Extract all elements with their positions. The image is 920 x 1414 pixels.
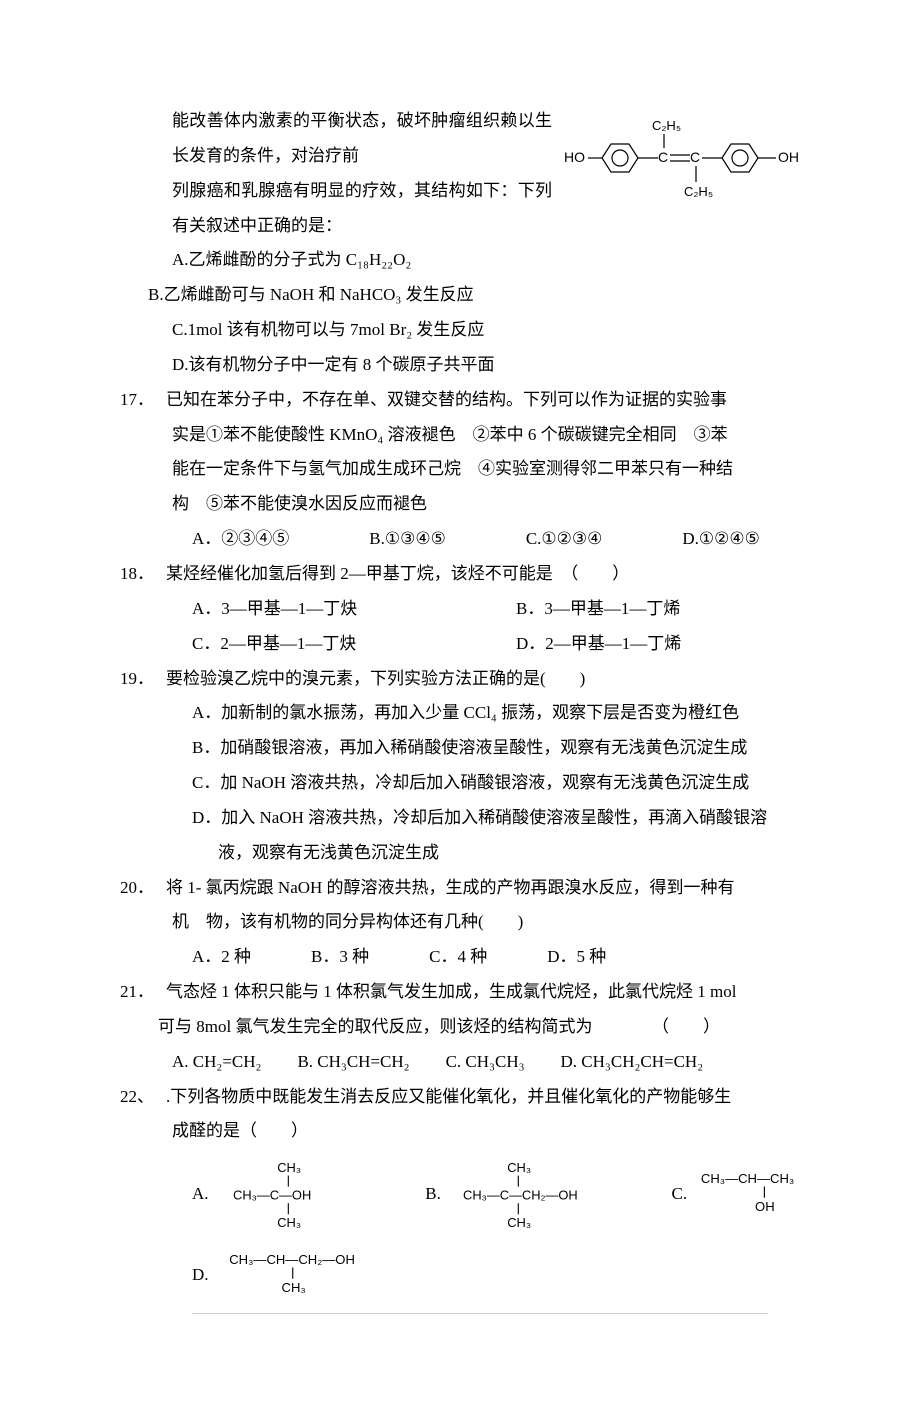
q-text: 将 1- 氯丙烷跟 NaOH 的醇溶液共热，生成的产物再跟溴水反应，得到一种有	[166, 871, 840, 906]
q-text: 气态烃 1 体积只能与 1 体积氯气发生加成，生成氯代烷烃，此氯代烷烃 1 mo…	[166, 975, 840, 1010]
q-text: 构 ⑤苯不能使溴水因反应而褪色	[120, 487, 840, 522]
q-number: 19．	[120, 662, 166, 697]
q22-options-row2: D. CH₃—CH—CH₂—OH CH₃	[120, 1247, 840, 1303]
svg-text:CH₃—CH—CH₃: CH₃—CH—CH₃	[701, 1171, 794, 1186]
svg-text:HO: HO	[564, 149, 585, 165]
q21-options: A. CH₂=CH₂ B. CH₃CH=CH₂ C. CH₃CH₃ D. CH₃…	[120, 1045, 840, 1080]
svg-text:C: C	[658, 149, 668, 165]
option-letter: A.	[192, 1177, 214, 1212]
option-b: B．3 种	[311, 940, 369, 975]
q20-options: A．2 种 B．3 种 C．4 种 D．5 种	[120, 940, 840, 975]
q22a-structure: CH₃ CH₃—C—OH CH₃	[222, 1159, 362, 1229]
option-b: B．加硝酸银溶液，再加入稀硝酸使溶液呈酸性，观察有无浅黄色沉淀生成	[120, 731, 840, 766]
q-number: 17．	[120, 383, 166, 418]
q22: 22、 .下列各物质中既能发生消去反应又能催化氧化，并且催化氧化的产物能够生	[120, 1080, 840, 1115]
option-c: C．加 NaOH 溶液共热，冷却后加入硝酸银溶液，观察有无浅黄色沉淀生成	[120, 766, 840, 801]
option-d-cont: 液，观察有无浅黄色沉淀生成	[120, 836, 840, 871]
footer-rule	[192, 1313, 768, 1314]
option-c: C. CH₃CH₃	[446, 1045, 525, 1080]
q18: 18． 某烃经催化加氢后得到 2—甲基丁烷，该烃不可能是 （ ）	[120, 557, 840, 592]
svg-text:CH₃—C—OH: CH₃—C—OH	[233, 1188, 311, 1203]
svg-text:CH₃—CH—CH₂—OH: CH₃—CH—CH₂—OH	[229, 1252, 355, 1267]
option-d: D.该有机物分子中一定有 8 个碳原子共平面	[120, 348, 840, 383]
svg-text:OH: OH	[755, 1199, 775, 1214]
option-b: B. CH₃ CH₃—C—CH₂—OH CH₃	[425, 1159, 671, 1229]
q-text: 要检验溴乙烷中的溴元素，下列实验方法正确的是( )	[166, 662, 840, 697]
option-a: A．②③④⑤	[192, 522, 289, 557]
svg-text:CH₃: CH₃	[277, 1160, 301, 1175]
q-number: 18．	[120, 557, 166, 592]
svg-text:OH: OH	[778, 149, 799, 165]
svg-text:C₂H₅: C₂H₅	[684, 184, 713, 199]
q-text: 成醛的是（ ）	[120, 1114, 840, 1149]
q-text: 可与 8mol 氯气发生完全的取代反应，则该烃的结构简式为 （ ）	[120, 1010, 840, 1045]
option-a: A. CH₂=CH₂	[172, 1045, 261, 1080]
intro-line: 列腺癌和乳腺癌有明显的疗效，其结构如下：下列有关叙述中正确的是：	[120, 174, 552, 244]
option-a: A．2 种	[192, 940, 251, 975]
option-letter: B.	[425, 1177, 447, 1212]
q-number: 22、	[120, 1080, 166, 1115]
option-c: C.①②③④	[526, 522, 603, 557]
option-d: D. CH₃—CH—CH₂—OH CH₃	[192, 1247, 412, 1303]
option-c: C．4 种	[429, 940, 487, 975]
q-number: 20．	[120, 871, 166, 906]
page: 能改善体内激素的平衡状态，破坏肿瘤组织赖以生长发育的条件，对治疗前 列腺癌和乳腺…	[0, 0, 920, 1414]
q17-options: A．②③④⑤ B.①③④⑤ C.①②③④ D.①②④⑤	[120, 522, 840, 557]
q22d-structure: CH₃—CH—CH₂—OH CH₃	[222, 1247, 412, 1303]
q22-options-row1: A. CH₃ CH₃—C—OH CH₃ B. CH₃ CH₃—C—CH₂—OH	[120, 1159, 840, 1229]
svg-text:C₂H₅: C₂H₅	[652, 118, 681, 133]
svg-text:C: C	[690, 149, 700, 165]
option-a: A．加新制的氯水振荡，再加入少量 CCl₄ 振荡，观察下层是否变为橙红色	[120, 696, 840, 731]
option-d: D．5 种	[547, 940, 606, 975]
svg-text:CH₃: CH₃	[508, 1215, 532, 1230]
option-c: C. CH₃—CH—CH₃ OH	[672, 1159, 840, 1229]
q-number: 21．	[120, 975, 166, 1010]
q-text: 机 物，该有机物的同分异构体还有几种( )	[120, 905, 840, 940]
option-letter: C.	[672, 1177, 688, 1212]
option-c: C.1mol 该有机物可以与 7mol Br₂ 发生反应	[120, 313, 552, 348]
option-d: D.①②④⑤	[682, 522, 760, 557]
q22b-structure: CH₃ CH₃—C—CH₂—OH CH₃	[455, 1159, 635, 1229]
diethylstilbestrol-structure: HO C C C₂H₅ C₂H₅	[552, 104, 840, 227]
svg-text:CH₃: CH₃	[277, 1215, 301, 1230]
option-c: C．2—甲基—1—丁炔	[192, 627, 516, 662]
q19: 19． 要检验溴乙烷中的溴元素，下列实验方法正确的是( )	[120, 662, 840, 697]
svg-text:CH₃: CH₃	[282, 1280, 306, 1295]
option-b: B. CH₃CH=CH₂	[297, 1045, 409, 1080]
q20: 20． 将 1- 氯丙烷跟 NaOH 的醇溶液共热，生成的产物再跟溴水反应，得到…	[120, 871, 840, 906]
option-letter: D.	[192, 1258, 214, 1293]
q18-options: A．3—甲基—1—丁炔 B．3—甲基—1—丁烯 C．2—甲基—1—丁炔 D．2—…	[120, 592, 840, 662]
option-a: A.乙烯雌酚的分子式为 C₁₈H₂₂O₂	[120, 243, 552, 278]
option-b: B.乙烯雌酚可与 NaOH 和 NaHCO₃ 发生反应	[120, 278, 552, 313]
q-text: 某烃经催化加氢后得到 2—甲基丁烷，该烃不可能是 （ ）	[166, 557, 840, 592]
option-b: B．3—甲基—1—丁烯	[516, 592, 840, 627]
option-b: B.①③④⑤	[369, 522, 446, 557]
option-d: D. CH₃CH₂CH=CH₂	[561, 1045, 704, 1080]
q22c-structure: CH₃—CH—CH₃ OH	[695, 1166, 845, 1222]
q-text: 已知在苯分子中，不存在单、双键交替的结构。下列可以作为证据的实验事	[166, 383, 840, 418]
q21: 21． 气态烃 1 体积只能与 1 体积氯气发生加成，生成氯代烷烃，此氯代烷烃 …	[120, 975, 840, 1010]
svg-text:CH₃—C—CH₂—OH: CH₃—C—CH₂—OH	[463, 1188, 578, 1203]
svg-text:CH₃: CH₃	[508, 1160, 532, 1175]
intro-line: 能改善体内激素的平衡状态，破坏肿瘤组织赖以生长发育的条件，对治疗前	[120, 104, 552, 174]
option-a: A．3—甲基—1—丁炔	[192, 592, 516, 627]
option-d: D．加入 NaOH 溶液共热，冷却后加入稀硝酸使溶液呈酸性，再滴入硝酸银溶	[120, 801, 840, 836]
q17: 17． 已知在苯分子中，不存在单、双键交替的结构。下列可以作为证据的实验事	[120, 383, 840, 418]
q-text: 实是①苯不能使酸性 KMnO₄ 溶液褪色 ②苯中 6 个碳碳键完全相同 ③苯	[120, 418, 840, 453]
q-text: .下列各物质中既能发生消去反应又能催化氧化，并且催化氧化的产物能够生	[166, 1080, 840, 1115]
option-a: A. CH₃ CH₃—C—OH CH₃	[192, 1159, 425, 1229]
q-text: 能在一定条件下与氢气加成生成环己烷 ④实验室测得邻二甲苯只有一种结	[120, 452, 840, 487]
option-d: D．2—甲基—1—丁烯	[516, 627, 840, 662]
intro-block: 能改善体内激素的平衡状态，破坏肿瘤组织赖以生长发育的条件，对治疗前 列腺癌和乳腺…	[120, 104, 840, 348]
